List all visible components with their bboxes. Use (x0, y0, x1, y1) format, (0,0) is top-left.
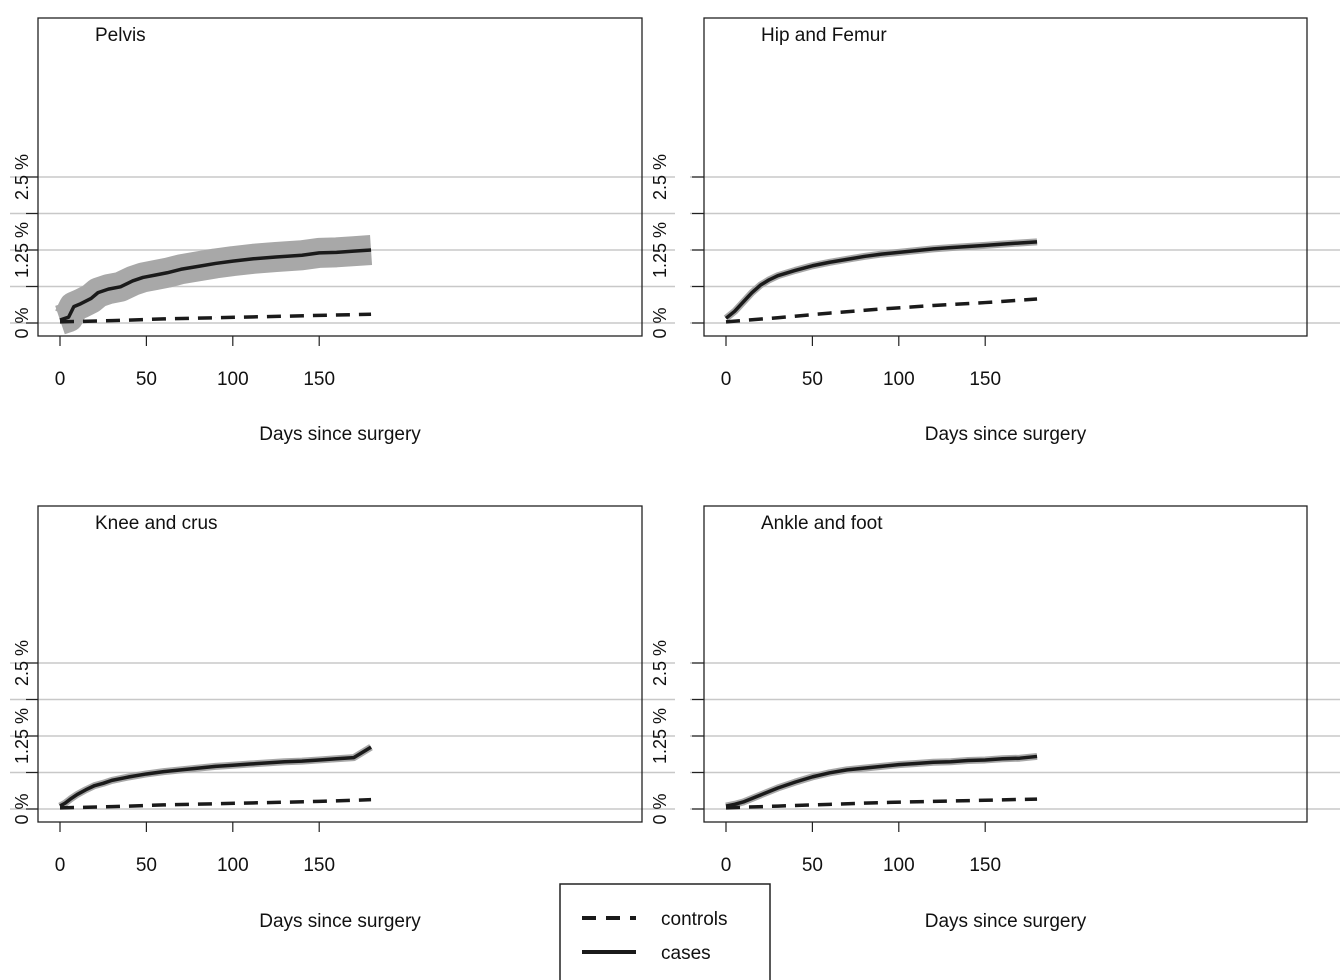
x-tick-label: 150 (969, 369, 1001, 390)
x-tick-label: 50 (136, 369, 157, 390)
panel-title: Ankle and foot (761, 513, 883, 534)
x-axis-label: Days since surgery (259, 911, 421, 932)
x-tick-label: 0 (721, 855, 732, 876)
y-tick-label: 1.25 % (650, 222, 670, 278)
plot-frame (703, 17, 1308, 337)
plot-frame (37, 505, 643, 823)
panel-title: Pelvis (95, 25, 146, 46)
series-line-cases (59, 745, 372, 808)
x-tick-label: 150 (969, 855, 1001, 876)
x-tick-label: 100 (217, 855, 249, 876)
legend-box (559, 883, 771, 980)
x-tick-label: 50 (802, 369, 823, 390)
legend-label-cases: cases (661, 943, 711, 964)
series-band-cases (58, 744, 373, 810)
x-axis-label: Days since surgery (259, 424, 421, 445)
y-tick-label: 0 % (650, 307, 670, 338)
y-tick-label: 2.5 % (650, 640, 670, 686)
y-tick-label: 0 % (12, 793, 32, 824)
x-axis-label: Days since surgery (925, 424, 1087, 445)
y-tick-label: 0 % (12, 307, 32, 338)
y-tick-label: 0 % (650, 793, 670, 824)
x-tick-label: 0 (55, 369, 66, 390)
plot-frame (703, 505, 1308, 823)
y-tick-label: 2.5 % (650, 154, 670, 200)
x-tick-label: 150 (303, 855, 335, 876)
x-tick-label: 50 (802, 855, 823, 876)
legend: controls cases (559, 883, 771, 980)
series-line-cases (724, 240, 1038, 320)
x-tick-label: 0 (721, 369, 732, 390)
y-tick-label: 1.25 % (12, 708, 32, 764)
y-tick-label: 1.25 % (650, 708, 670, 764)
x-tick-label: 100 (217, 369, 249, 390)
panel-2: 0 50 100 150 0 % 1.25 % 2.5 % Days since surger… (10, 505, 675, 932)
x-tick-label: 100 (883, 855, 915, 876)
plot-frame (37, 17, 643, 337)
y-tick-label: 1.25 % (12, 222, 32, 278)
series-line-cases (59, 248, 372, 322)
panel-0: 0 50 100 150 0 % 1.25 % 2.5 % Days since surger… (10, 17, 675, 445)
series-line-controls (59, 312, 372, 324)
legend-label-controls: controls (661, 909, 728, 930)
x-tick-label: 0 (55, 855, 66, 876)
panel-title: Hip and Femur (761, 25, 887, 46)
y-tick-label: 2.5 % (12, 154, 32, 200)
panel-title: Knee and crus (95, 513, 218, 534)
x-tick-label: 50 (136, 855, 157, 876)
panel-1: 0 50 100 150 0 % 1.25 % 2.5 % Days since surger… (650, 17, 1340, 445)
panel-3: 0 50 100 150 0 % 1.25 % 2.5 % Days since surger… (650, 505, 1340, 932)
y-tick-label: 2.5 % (12, 640, 32, 686)
x-tick-label: 150 (303, 369, 335, 390)
x-tick-label: 100 (883, 369, 915, 390)
series-line-controls (725, 797, 1038, 810)
x-axis-label: Days since surgery (925, 911, 1087, 932)
series-band-cases (50, 235, 373, 335)
series-line-controls (725, 297, 1038, 324)
